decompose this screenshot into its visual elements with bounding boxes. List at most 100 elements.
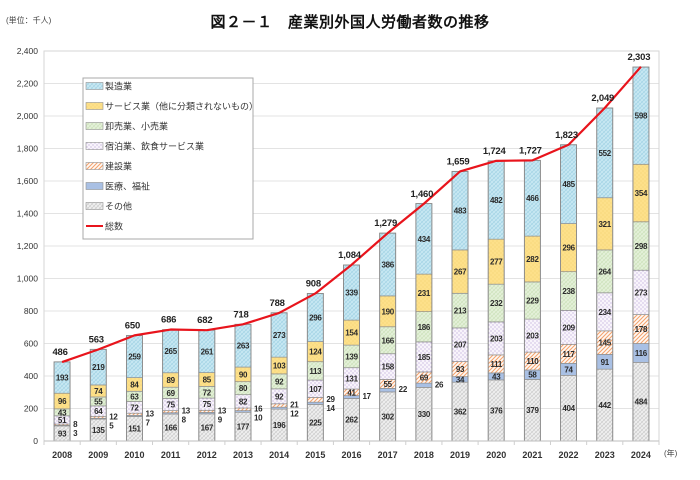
segment-value-label: 167 <box>201 423 214 432</box>
legend-item-other: その他 <box>85 201 132 212</box>
total-value-label: 1,823 <box>555 130 578 141</box>
segment-value-label-outside: 17 <box>363 392 372 401</box>
segment-value-label: 91 <box>601 358 610 367</box>
segment-value-label: 177 <box>237 423 250 432</box>
segment-value-label: 63 <box>130 392 139 401</box>
segment-value-label: 203 <box>526 332 539 341</box>
segment-value-label: 69 <box>166 389 175 398</box>
legend-label: 卸売業、小売業 <box>105 121 168 132</box>
bar-2021 <box>523 159 541 442</box>
bar-segment <box>270 403 288 408</box>
legend-label: その他 <box>105 201 132 212</box>
segment-value-label: 263 <box>237 342 250 351</box>
legend-item-accommodation-food: 宿泊業、飲食サービス業 <box>85 141 204 152</box>
segment-value-label-outside: 22 <box>399 385 408 394</box>
segment-value-label-outside: 12 <box>290 409 299 418</box>
total-value-label: 718 <box>233 309 248 320</box>
bar-2012 <box>198 329 216 442</box>
legend-swatch <box>85 162 104 170</box>
segment-value-label: 482 <box>490 196 503 205</box>
x-tick-label: 2009 <box>88 450 108 460</box>
segment-value-label: 203 <box>490 334 503 343</box>
segment-value-label: 185 <box>418 353 431 362</box>
segment-value-label: 273 <box>273 331 286 340</box>
total-value-label: 1,279 <box>374 218 397 229</box>
bar-segment <box>234 407 252 411</box>
segment-value-label: 43 <box>58 408 67 417</box>
segment-value-label-outside: 10 <box>254 413 263 422</box>
x-tick-label: 2008 <box>52 450 72 460</box>
segment-value-label: 552 <box>599 149 612 158</box>
x-tick-label: 2023 <box>595 450 615 460</box>
segment-value-label: 64 <box>94 407 103 416</box>
y-tick-label: 200 <box>24 404 38 414</box>
segment-value-label: 190 <box>381 307 394 316</box>
segment-value-label: 330 <box>418 410 431 419</box>
y-tick-label: 1,000 <box>17 274 39 284</box>
bar-2009 <box>89 348 107 442</box>
x-tick-label: 2010 <box>124 450 144 460</box>
segment-value-label: 92 <box>275 392 284 401</box>
segment-value-label: 151 <box>128 425 141 434</box>
segment-value-label: 85 <box>203 375 212 384</box>
bar-2023 <box>596 107 614 442</box>
bar-segment <box>306 397 324 403</box>
x-tick-label: 2022 <box>559 450 579 460</box>
bar-segment <box>415 382 433 388</box>
segment-value-label: 376 <box>490 406 503 415</box>
total-value-label: 1,084 <box>338 250 362 261</box>
segment-value-label: 277 <box>490 258 503 267</box>
segment-value-label: 158 <box>381 363 394 372</box>
segment-value-label-outside: 8 <box>182 416 187 425</box>
segment-value-label: 72 <box>203 388 212 397</box>
total-value-label: 2,303 <box>628 52 651 63</box>
x-tick-label: 2014 <box>269 450 289 460</box>
segment-value-label: 82 <box>239 397 248 406</box>
legend-label: 医療、福祉 <box>105 181 150 192</box>
segment-value-label: 75 <box>203 400 212 409</box>
segment-value-label: 386 <box>381 261 394 270</box>
x-tick-label: 2011 <box>161 450 181 460</box>
total-value-label: 908 <box>306 278 321 289</box>
segment-value-label: 74 <box>94 387 103 396</box>
total-value-label: 1,727 <box>519 145 542 156</box>
segment-value-label: 213 <box>454 307 467 316</box>
segment-value-label-outside: 9 <box>218 415 223 424</box>
segment-value-label: 231 <box>418 289 431 298</box>
segment-value-label: 69 <box>420 374 429 383</box>
bar-2013 <box>234 323 252 442</box>
chart-title: 図２－１ 産業別外国人労働者数の推移 <box>210 14 490 31</box>
segment-value-label: 466 <box>526 194 539 203</box>
total-value-label: 1,659 <box>447 156 470 167</box>
segment-value-label: 166 <box>381 336 394 345</box>
segment-value-label: 51 <box>58 416 67 425</box>
legend-item-construction: 建設業 <box>85 161 132 172</box>
total-value-label: 788 <box>270 298 285 309</box>
segment-value-label: 103 <box>273 362 286 371</box>
y-tick-label: 800 <box>24 306 38 316</box>
legend-label: 製造業 <box>105 81 132 92</box>
segment-value-label: 229 <box>526 297 539 306</box>
segment-value-label: 139 <box>345 352 358 361</box>
segment-value-label-outside: 14 <box>326 404 335 413</box>
y-tick-label: 0 <box>33 436 38 446</box>
segment-value-label: 264 <box>599 267 612 276</box>
segment-value-label: 442 <box>599 401 612 410</box>
bar-2018 <box>415 203 433 442</box>
segment-value-label: 124 <box>309 348 322 357</box>
segment-value-label: 80 <box>239 384 248 393</box>
legend-label: サービス業（他に分類されないもの） <box>105 101 258 112</box>
y-tick-label: 600 <box>24 339 38 349</box>
segment-value-label: 145 <box>599 339 612 348</box>
bar-2014 <box>270 312 288 442</box>
segment-value-label: 259 <box>128 353 141 362</box>
segment-value-label: 238 <box>562 287 575 296</box>
x-tick-label: 2019 <box>450 450 470 460</box>
legend-label: 宿泊業、飲食サービス業 <box>105 141 204 152</box>
legend-swatch <box>85 82 104 90</box>
segment-value-label: 598 <box>635 112 648 121</box>
segment-value-label-outside: 13 <box>182 407 191 416</box>
segment-value-label-outside: 8 <box>73 420 78 429</box>
segment-value-label: 298 <box>635 242 648 251</box>
total-value-label: 486 <box>52 347 67 358</box>
